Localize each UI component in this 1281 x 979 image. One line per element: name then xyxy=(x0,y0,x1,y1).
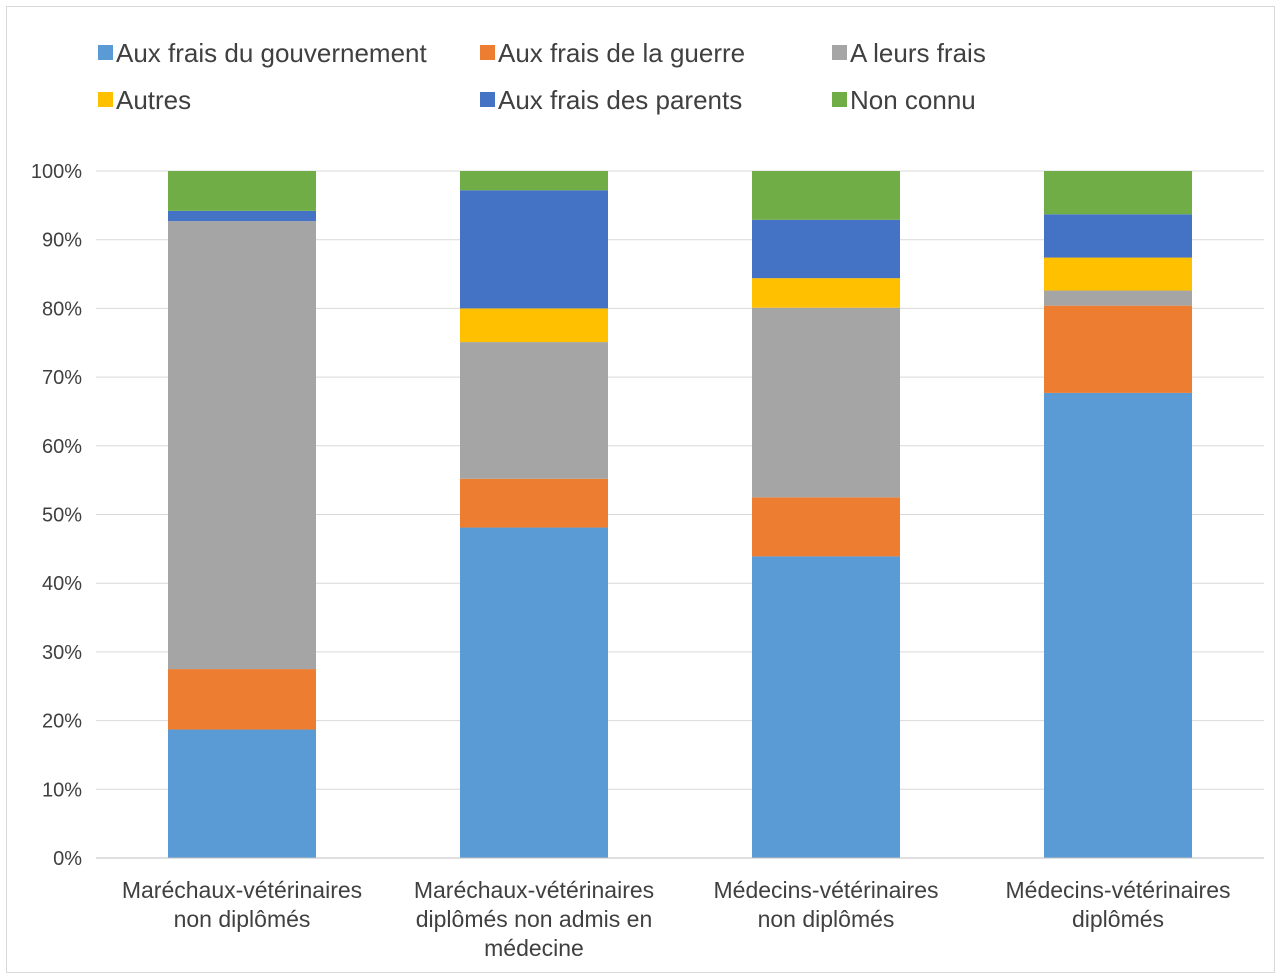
legend-swatch xyxy=(832,45,847,60)
y-tick-label: 60% xyxy=(42,436,82,458)
bar-segment xyxy=(168,221,316,670)
legend-item: Non connu xyxy=(832,85,976,115)
bar-segment xyxy=(460,342,608,479)
legend-item: Aux frais du gouvernement xyxy=(98,38,428,68)
x-category-label: Maréchaux-vétérinaires xyxy=(122,877,362,903)
legend-label: A leurs frais xyxy=(850,38,986,68)
legend-label: Aux frais de la guerre xyxy=(498,38,745,68)
bar-segment xyxy=(460,171,608,191)
x-category-label: Maréchaux-vétérinaires xyxy=(414,877,654,903)
bar-segment xyxy=(460,190,608,309)
bar-segment xyxy=(752,171,900,220)
bar-segment xyxy=(1044,214,1192,258)
x-category-label: Médecins-vétérinaires xyxy=(1006,877,1231,903)
legend-label: Non connu xyxy=(850,85,976,115)
legend-swatch xyxy=(480,45,495,60)
bar-segment xyxy=(752,307,900,498)
legend-label: Autres xyxy=(116,85,191,115)
y-tick-label: 90% xyxy=(42,230,82,252)
bar-segment xyxy=(752,497,900,557)
legend-item: A leurs frais xyxy=(832,38,986,68)
bar-segment xyxy=(168,669,316,730)
bar-segment xyxy=(1044,305,1192,393)
bar-segment xyxy=(752,219,900,279)
y-tick-label: 30% xyxy=(42,642,82,664)
x-category-label: non diplômés xyxy=(758,906,895,932)
legend-swatch xyxy=(98,92,113,107)
y-tick-label: 40% xyxy=(42,573,82,595)
y-tick-label: 10% xyxy=(42,779,82,801)
bar-segment xyxy=(168,171,316,211)
x-category-label: diplômés xyxy=(1072,906,1164,932)
y-tick-label: 50% xyxy=(42,505,82,527)
bar-segment xyxy=(460,478,608,528)
bar-segment xyxy=(460,527,608,858)
bars xyxy=(168,171,1192,858)
x-category-label: diplômés non admis en xyxy=(416,906,653,932)
bar-segment xyxy=(1044,392,1192,858)
legend-swatch xyxy=(98,45,113,60)
bar-segment xyxy=(752,556,900,858)
x-category-label: Médecins-vétérinaires xyxy=(714,877,939,903)
y-tick-label: 20% xyxy=(42,711,82,733)
bar-segment xyxy=(460,308,608,343)
legend-label: Aux frais du gouvernement xyxy=(116,38,428,68)
stacked-bar-chart: 0% 10% 20% 30% 40% 50% 60% 70% 80% 90% 100% Marécha… xyxy=(31,38,1264,961)
legend-item: Aux frais des parents xyxy=(480,85,742,115)
bar-segment xyxy=(1044,290,1192,306)
legend-swatch xyxy=(480,92,495,107)
y-tick-label: 0% xyxy=(53,848,82,870)
legend-item: Autres xyxy=(98,85,191,115)
bar-segment xyxy=(1044,171,1192,215)
legend: Aux frais du gouvernement Aux frais de la… xyxy=(98,38,986,115)
legend-item: Aux frais de la guerre xyxy=(480,38,745,68)
y-tick-label: 70% xyxy=(42,367,82,389)
x-category-label: non diplômés xyxy=(174,906,311,932)
legend-label: Aux frais des parents xyxy=(498,85,742,115)
axes: 0% 10% 20% 30% 40% 50% 60% 70% 80% 90% 100% Marécha… xyxy=(31,161,1264,961)
chart-area: 0% 10% 20% 30% 40% 50% 60% 70% 80% 90% 100% Marécha… xyxy=(6,6,1275,973)
bar-segment xyxy=(168,210,316,222)
bar-segment xyxy=(752,278,900,308)
y-tick-label: 80% xyxy=(42,298,82,320)
bar-segment xyxy=(168,729,316,858)
x-category-label: médecine xyxy=(484,935,584,961)
legend-swatch xyxy=(832,92,847,107)
y-tick-label: 100% xyxy=(31,161,82,183)
bar-segment xyxy=(1044,257,1192,291)
